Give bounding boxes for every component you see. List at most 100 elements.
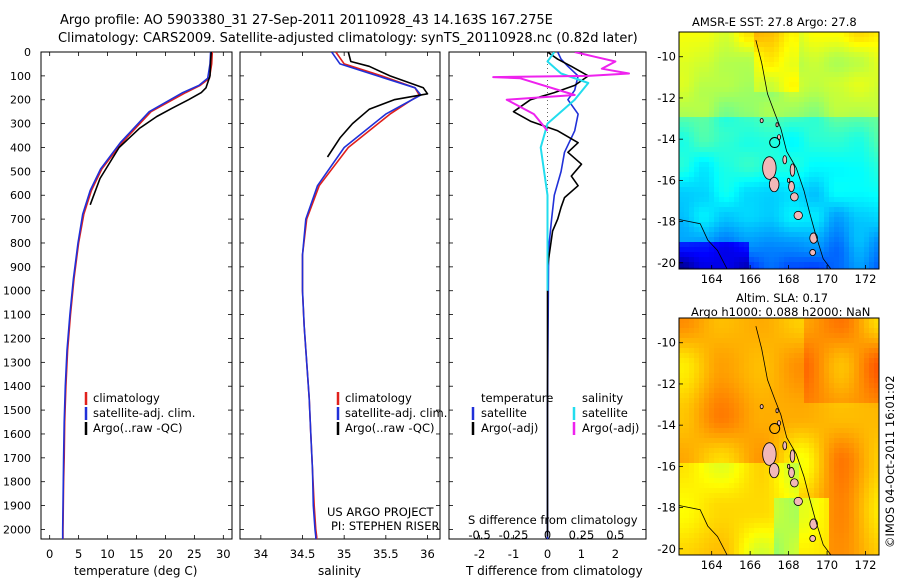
map-cell [699, 192, 705, 198]
map-cell [874, 87, 879, 93]
map-cell [779, 523, 785, 529]
map-cell [784, 42, 790, 48]
map-cell [874, 418, 879, 424]
map-cell [859, 172, 865, 178]
map-cell [764, 478, 770, 484]
map-cell [719, 363, 725, 369]
map-cell [774, 107, 780, 113]
map-cell [744, 378, 750, 384]
map-cell [794, 237, 800, 243]
map-cell [704, 87, 710, 93]
map-cell [829, 413, 835, 419]
map-cell [719, 468, 725, 474]
map-cell [719, 262, 725, 268]
map-cell [864, 548, 870, 554]
map-cell [804, 257, 810, 263]
map-cell [719, 32, 725, 38]
map-cell [814, 52, 820, 58]
map-cell [739, 498, 745, 504]
x-tick-label: 25 [187, 547, 202, 561]
map-cell [714, 463, 720, 469]
map-cell [789, 513, 795, 519]
map-cell [739, 518, 745, 524]
map-cell [694, 538, 700, 544]
map-cell [824, 207, 830, 213]
map-cell [794, 518, 800, 524]
map-cell [854, 373, 860, 379]
map-cell [689, 508, 695, 514]
map-cell [849, 543, 855, 549]
map-cell [799, 478, 805, 484]
map-cell [834, 182, 840, 188]
map-cell [744, 333, 750, 339]
map-cell [869, 458, 875, 464]
map-cell [874, 548, 879, 554]
map-cell [829, 147, 835, 153]
map-cell [779, 37, 785, 43]
map-cell [744, 137, 750, 143]
map-cell [754, 353, 760, 359]
map-cell [859, 478, 865, 484]
map-cell [719, 72, 725, 78]
map-cell [849, 257, 855, 263]
map-cell [699, 498, 705, 504]
map-cell [714, 92, 720, 98]
map-cell [799, 428, 805, 434]
map-cell [799, 82, 805, 88]
map-cell [759, 142, 765, 148]
map-cell [689, 478, 695, 484]
map-cell [729, 493, 735, 499]
map-cell [724, 533, 730, 539]
map-cell [829, 67, 835, 73]
map-cell [679, 212, 685, 218]
map-cell [829, 107, 835, 113]
map-cell [719, 418, 725, 424]
map-cell [724, 353, 730, 359]
map-cell [834, 503, 840, 509]
map-cell [834, 343, 840, 349]
map-cell [694, 32, 700, 38]
map-cell [754, 117, 760, 123]
map-cell [824, 508, 830, 514]
map-cell [759, 122, 765, 128]
map-cell [719, 318, 725, 324]
map-cell [849, 348, 855, 354]
map-cell [829, 167, 835, 173]
map-cell [869, 528, 875, 534]
map-cell [729, 37, 735, 43]
map-cell [874, 368, 879, 374]
map-cell [844, 383, 850, 389]
map-cell [819, 192, 825, 198]
map-cell [849, 82, 855, 88]
map-cell [869, 358, 875, 364]
map-cell [739, 217, 745, 223]
map-cell [739, 538, 745, 544]
map-cell [824, 62, 830, 68]
map-cell [839, 428, 845, 434]
map-cell [784, 127, 790, 133]
t-tick-label: -2 [474, 547, 485, 561]
map-cell [834, 82, 840, 88]
map-cell [789, 202, 795, 208]
map-cell [864, 338, 870, 344]
map-cell [749, 257, 755, 263]
map-cell [749, 267, 755, 269]
map-cell [734, 192, 740, 198]
map-cell [804, 32, 810, 38]
map-cell [799, 318, 805, 324]
map-cell [694, 503, 700, 509]
map-cell [829, 192, 835, 198]
map-cell [699, 533, 705, 539]
map-cell [784, 117, 790, 123]
map-cell [769, 533, 775, 539]
map-cell [764, 318, 770, 324]
map-cell [709, 443, 715, 449]
map-cell [799, 142, 805, 148]
map-cell [799, 513, 805, 519]
map-cell [724, 237, 730, 243]
map-cell [854, 338, 860, 344]
map-cell [779, 62, 785, 68]
map-cell [754, 222, 760, 228]
map-cell [844, 318, 850, 324]
map-cell [739, 398, 745, 404]
